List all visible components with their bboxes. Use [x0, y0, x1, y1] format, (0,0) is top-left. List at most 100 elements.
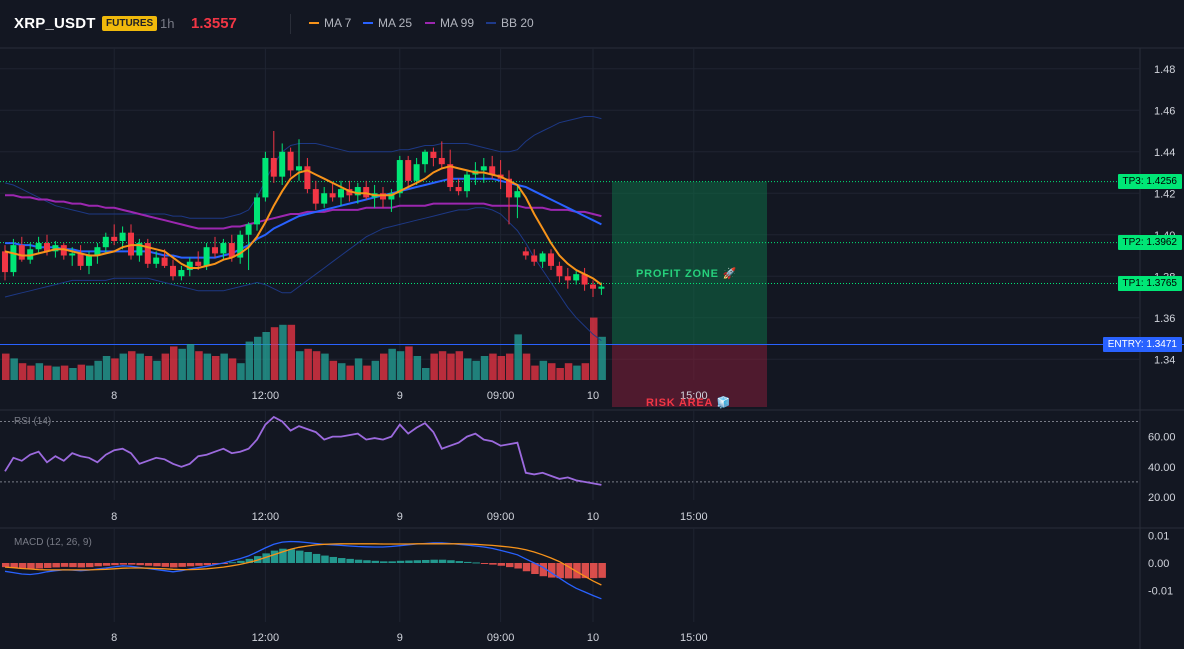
candle-body: [228, 243, 235, 258]
macd-histogram-bar: [556, 563, 564, 579]
candle-body: [405, 160, 412, 181]
rsi-tick-label: 20.00: [1148, 492, 1176, 504]
macd-line: [4, 540, 602, 600]
volume-bar: [380, 353, 388, 380]
volume-bar: [321, 353, 329, 380]
rsi-time-tick-label: 9: [397, 511, 403, 523]
macd-histogram-bar: [422, 559, 430, 563]
macd-histogram-bar: [438, 559, 447, 563]
macd-histogram-bar: [548, 563, 556, 578]
legend-ma25-swatch: [363, 22, 373, 24]
volume-bar: [388, 348, 396, 380]
volume-bar: [514, 334, 522, 380]
macd-histogram-bar: [413, 560, 422, 563]
candle-body: [329, 193, 336, 198]
macd-histogram-bar: [52, 563, 60, 568]
macd-histogram-bar: [102, 563, 111, 566]
candle-body: [338, 189, 344, 198]
candle-body: [354, 187, 361, 196]
macd-histogram-bar: [590, 563, 598, 579]
candle-body: [489, 166, 496, 175]
candle-body: [548, 253, 554, 266]
volume-bar: [279, 324, 287, 380]
volume-bar: [531, 365, 539, 380]
price-tick-label: 1.34: [1154, 354, 1175, 366]
volume-bar: [455, 351, 464, 380]
futures-badge: FUTURES: [102, 16, 158, 31]
legend-ma99[interactable]: MA 99: [425, 16, 474, 30]
macd-time-tick-label: 8: [111, 632, 117, 644]
macd-title: MACD (12, 26, 9): [14, 537, 92, 548]
macd-histogram-bar: [94, 563, 102, 567]
volume-bar: [422, 368, 430, 380]
candle-body: [363, 187, 370, 198]
candle-body: [573, 274, 580, 281]
macd-histogram-bar: [10, 563, 18, 568]
volume-bar: [228, 358, 237, 380]
legend-ma25[interactable]: MA 25: [363, 16, 412, 30]
candle-body: [422, 151, 428, 165]
volume-bar: [590, 317, 598, 380]
volume-bar: [296, 351, 304, 380]
volume-bar: [203, 353, 212, 380]
macd-time-tick-label: 10: [587, 632, 599, 644]
macd-histogram-bar: [396, 560, 405, 563]
candle-body: [111, 236, 118, 241]
macd-histogram-bar: [111, 563, 119, 566]
candle-body: [506, 178, 512, 198]
macd-time-tick-label: 09:00: [487, 632, 515, 644]
candle-body: [262, 157, 269, 198]
volume-bar: [35, 363, 44, 380]
volume-bar: [44, 365, 52, 380]
candle-body: [279, 151, 286, 177]
macd-histogram-bar: [220, 563, 228, 564]
volume-bar: [556, 368, 564, 380]
candle-body: [203, 247, 210, 266]
profit-zone-label: PROFIT ZONE 🚀: [636, 268, 738, 280]
candle-body: [304, 166, 311, 190]
volume-bar: [329, 360, 338, 380]
macd-histogram-bar: [312, 553, 321, 563]
candle-body: [94, 247, 101, 256]
rsi-time-tick-label: 10: [587, 511, 599, 523]
macd-histogram-bar: [363, 560, 371, 563]
candle-body: [35, 243, 42, 250]
candle-body: [245, 224, 252, 235]
volume-bar: [312, 351, 321, 380]
macd-histogram-bar: [539, 563, 548, 577]
time-tick-label: 9: [397, 390, 403, 402]
volume-bar: [170, 346, 178, 380]
macd-histogram-bar: [338, 558, 346, 563]
macd-histogram-bar: [346, 558, 354, 563]
candle-body: [556, 265, 563, 277]
legend-bb20[interactable]: BB 20: [486, 16, 534, 30]
volume-bar: [548, 363, 556, 380]
macd-histogram-bar: [77, 563, 86, 568]
volume-bar: [144, 356, 153, 380]
macd-histogram-bar: [598, 563, 606, 578]
volume-bar: [153, 360, 161, 380]
macd-histogram-bar: [405, 560, 413, 563]
volume-bar: [489, 353, 497, 380]
volume-bar: [506, 353, 514, 380]
time-tick-label: 09:00: [487, 390, 515, 402]
timeframe-selector[interactable]: 1h: [160, 16, 175, 31]
volume-bar: [573, 365, 581, 380]
volume-bar: [346, 365, 354, 380]
candle-body: [170, 265, 176, 277]
volume-bar: [497, 356, 506, 380]
candle-body: [136, 243, 143, 256]
candle-body: [480, 166, 487, 171]
macd-histogram-bar: [35, 563, 44, 569]
candle-body: [396, 160, 403, 194]
macd-histogram-bar: [388, 561, 396, 563]
symbol-name[interactable]: XRP_USDT: [14, 15, 96, 32]
volume-bar: [102, 356, 111, 380]
legend-ma7[interactable]: MA 7: [309, 16, 351, 30]
ma25-line: [5, 177, 602, 259]
candle-body: [464, 174, 470, 192]
risk-area: [612, 344, 767, 407]
macd-histogram-bar: [245, 558, 254, 563]
volume-bar: [212, 356, 220, 380]
